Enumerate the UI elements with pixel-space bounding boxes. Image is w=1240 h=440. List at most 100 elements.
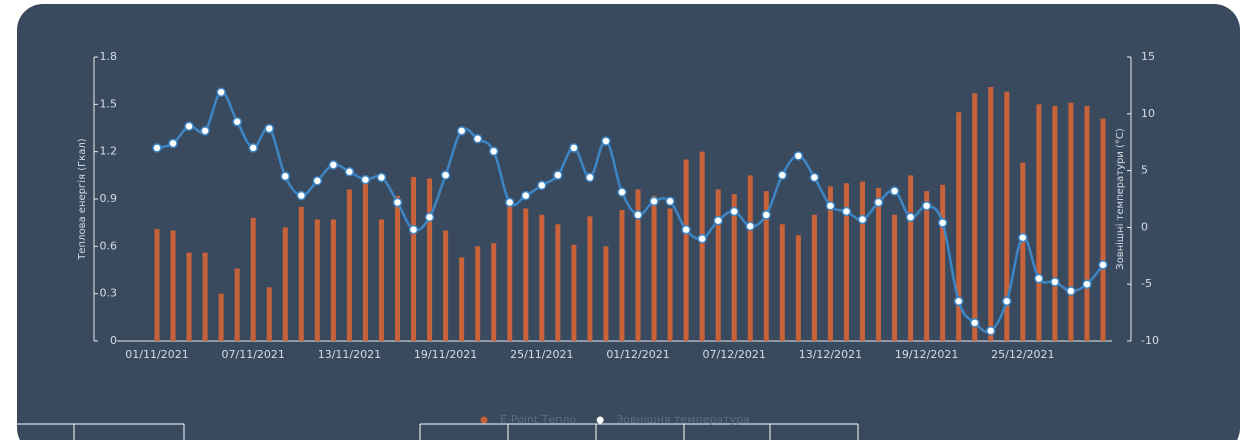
line-point (745, 221, 756, 232)
line-point (729, 206, 739, 217)
bar (154, 228, 160, 341)
x-tick-label: 13/11/2021 (318, 348, 381, 361)
bar (587, 216, 593, 341)
line-point (296, 190, 307, 201)
line-point (873, 197, 884, 208)
bar (795, 235, 801, 341)
line-point (553, 170, 563, 180)
line-point (472, 134, 483, 144)
bar (170, 230, 176, 341)
line-point (969, 318, 980, 328)
bar (811, 214, 817, 341)
line-point (424, 212, 435, 222)
bar (282, 227, 288, 341)
line-point (841, 206, 852, 217)
line-point (617, 187, 627, 197)
y-tick-label: 0.6 (100, 239, 118, 252)
line-point (1050, 277, 1060, 287)
line-point (857, 214, 868, 225)
bar (507, 200, 513, 341)
bar (667, 208, 673, 341)
line-point (184, 121, 194, 132)
bar (603, 246, 609, 341)
bar (940, 184, 946, 341)
bar (876, 187, 882, 341)
line-point (264, 123, 274, 134)
bar (715, 189, 721, 341)
y-axis-title: Теплова енергія (Гкал) (76, 138, 88, 260)
bar (635, 189, 641, 341)
line-point (1098, 260, 1108, 270)
bar (619, 210, 625, 341)
line-point (392, 197, 403, 208)
bar (1036, 104, 1042, 341)
x-tick-label: 19/12/2021 (895, 348, 958, 361)
y2-tick-label: -10 (1141, 334, 1159, 347)
line-point (152, 143, 162, 153)
bar (731, 194, 737, 341)
line-point (328, 160, 339, 170)
line-point (168, 138, 178, 149)
bar (330, 219, 336, 341)
y-tick-label: 1.5 (100, 97, 118, 110)
x-tick-label: 01/11/2021 (125, 348, 188, 361)
legend-marker (480, 416, 488, 424)
bar (763, 191, 769, 341)
x-tick-label: 07/12/2021 (703, 348, 766, 361)
y2-tick-label: 5 (1141, 164, 1148, 177)
line-point (633, 210, 643, 220)
bar (362, 181, 368, 341)
bar (1052, 105, 1058, 342)
bar (988, 86, 994, 341)
bar (555, 224, 561, 341)
x-tick-label: 25/12/2021 (991, 348, 1054, 361)
bar (699, 151, 705, 341)
line-point (1002, 296, 1012, 306)
line-point (312, 176, 323, 186)
x-tick-label: 25/11/2021 (510, 348, 573, 361)
line-point (232, 117, 242, 127)
bar (571, 244, 577, 341)
bar (459, 257, 465, 341)
bar (443, 230, 449, 341)
line-point (697, 234, 707, 244)
line-point (1018, 232, 1028, 243)
x-tick-label: 07/11/2021 (222, 348, 285, 361)
line-point (601, 136, 611, 146)
line-point (488, 146, 499, 157)
line-point (1082, 279, 1092, 289)
line-point (889, 186, 900, 196)
bar (218, 293, 224, 341)
bar (202, 252, 208, 341)
line-point (216, 87, 226, 97)
bar (683, 159, 689, 341)
line-point (681, 224, 691, 235)
bar (1068, 102, 1074, 341)
x-tick-label: 19/11/2021 (414, 348, 477, 361)
y2-tick-label: -5 (1141, 277, 1152, 290)
y-tick-label: 1.8 (100, 50, 118, 63)
bottom-table (0, 423, 859, 440)
y-tick-label: 1.2 (100, 145, 118, 158)
bar (475, 246, 481, 341)
bar (924, 191, 930, 341)
bar (1020, 162, 1026, 341)
bar (491, 243, 497, 341)
line-point (905, 212, 916, 222)
y-tick-label: 0 (110, 334, 117, 347)
bar (411, 176, 417, 341)
bar (250, 217, 256, 341)
line-point (440, 170, 451, 180)
x-tick-label: 13/12/2021 (799, 348, 862, 361)
line-point (1066, 286, 1076, 296)
line-point (825, 201, 836, 211)
line-point (248, 143, 258, 153)
bar (859, 181, 865, 341)
bar (1084, 105, 1090, 342)
bar (1100, 118, 1106, 342)
bar (378, 219, 384, 341)
bar (523, 208, 529, 341)
line-point (777, 170, 788, 180)
bar (892, 214, 898, 341)
